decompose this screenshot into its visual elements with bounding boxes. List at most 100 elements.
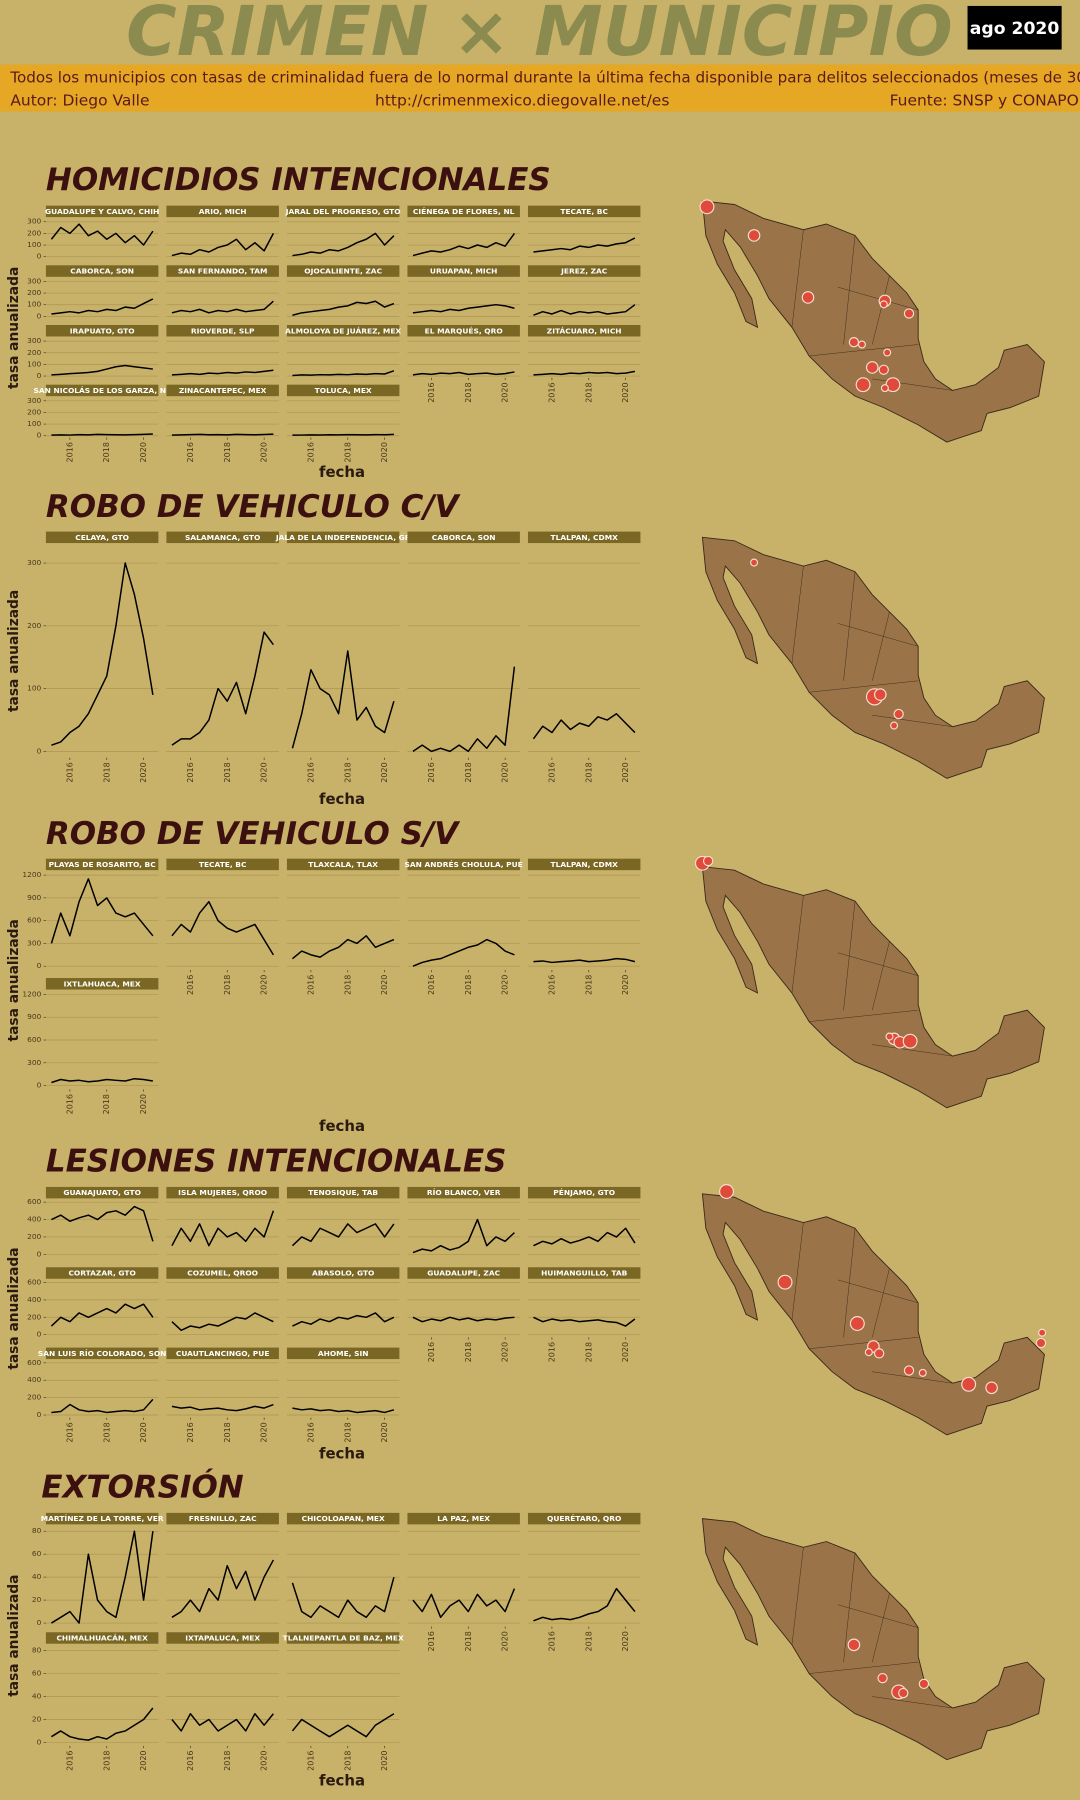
series-line <box>291 935 395 960</box>
panel-label: FRESNILLO, ZAC <box>189 1514 257 1523</box>
x-tick-label: 2016 <box>186 1750 195 1770</box>
state-border <box>872 941 890 1011</box>
panel-strip <box>527 265 641 277</box>
series-line <box>292 300 395 316</box>
x-axis-label: fecha <box>319 1117 365 1135</box>
series-line <box>412 232 516 257</box>
x-tick-label: 2020 <box>380 1422 389 1442</box>
map-dot <box>750 558 759 567</box>
x-tick-label: 2018 <box>343 1422 352 1442</box>
panel-label: ZITÁCUARO, MICH <box>547 326 622 335</box>
panel-label: CUAUTLANCINGO, PUE <box>176 1349 270 1358</box>
x-tick-label: 2018 <box>584 382 593 402</box>
panel-strip <box>166 205 279 218</box>
series-line <box>292 433 394 436</box>
y-tick-label: 0 <box>37 1249 42 1258</box>
x-tick-label: 2016 <box>427 975 436 995</box>
x-tick-label: 2020 <box>260 975 269 995</box>
panel-strip <box>527 1267 641 1279</box>
y-tick-label: 600 <box>27 1358 41 1367</box>
map-outline <box>701 200 1045 443</box>
panel-strip <box>286 324 400 337</box>
x-tick-label: 2018 <box>584 1342 593 1362</box>
y-tick-label: 20 <box>32 1714 42 1723</box>
series-line <box>171 1210 275 1247</box>
panel-label: ISLA MUJERES, QROO <box>178 1188 267 1197</box>
panel-label: RIOVERDE, SLP <box>191 326 255 335</box>
map <box>694 855 1045 1109</box>
panel-label: HUIMANGUILLO, TAB <box>541 1269 628 1278</box>
panel-strip <box>286 531 400 544</box>
x-tick-label: 2016 <box>186 975 195 995</box>
x-tick-label: 2016 <box>65 442 74 462</box>
y-tick-label: 200 <box>27 621 41 630</box>
x-tick-label: 2016 <box>65 1750 74 1770</box>
author: Autor: Diego Valle <box>10 92 149 110</box>
series-line <box>171 1312 274 1332</box>
map-dot <box>849 1316 865 1331</box>
series-line <box>50 223 154 246</box>
x-tick-label: 2018 <box>223 442 232 462</box>
y-tick-label: 200 <box>27 288 41 297</box>
panel-strip <box>527 531 641 544</box>
y-tick-label: 0 <box>37 431 42 440</box>
panel-strip <box>166 384 279 397</box>
panel-label: CIÉNEGA DE FLORES, NL <box>413 207 515 216</box>
y-tick-label: 60 <box>32 1549 42 1558</box>
series-line <box>533 304 636 316</box>
series-line <box>533 957 636 964</box>
map-outline <box>701 1518 1045 1761</box>
map-dot <box>879 300 888 309</box>
panel-label: MARTÍNEZ DE LA TORRE, VER <box>41 1514 164 1523</box>
y-tick-label: 100 <box>27 359 41 368</box>
y-tick-label: 80 <box>32 1526 42 1535</box>
x-tick-label: 2020 <box>621 1342 630 1362</box>
panel-strip <box>407 858 520 871</box>
state-border <box>837 623 919 647</box>
x-tick-label: 2020 <box>501 762 510 782</box>
panel-strip <box>407 1186 520 1199</box>
section-title: EXTORSIÓN <box>41 1468 243 1505</box>
panel-strip <box>286 858 400 871</box>
panel-strip <box>45 531 159 544</box>
panel-label: OJOCALIENTE, ZAC <box>304 267 382 276</box>
state-border <box>809 1661 919 1674</box>
series-line <box>532 712 636 740</box>
state-border <box>872 1268 890 1338</box>
y-tick-label: 400 <box>27 1375 41 1384</box>
section: EXTORSIÓN MARTÍNEZ DE LA TORRE, VER 0 20 40 6… <box>6 1468 1045 1789</box>
y-tick-label: 400 <box>27 1295 41 1304</box>
series-line <box>171 233 275 257</box>
series-line <box>292 1312 395 1327</box>
panel-label: CORTAZAR, GTO <box>68 1269 135 1278</box>
x-tick-label: 2016 <box>427 1631 436 1651</box>
state-border <box>791 1222 804 1321</box>
series-line <box>292 1407 395 1414</box>
map-dot <box>719 1184 734 1199</box>
panel-label: TLALNEPANTLA DE BAZ, MEX <box>283 1634 404 1643</box>
series-line <box>171 1403 274 1412</box>
series-line <box>412 303 515 314</box>
panel-label: TLAXCALA, TLAX <box>308 860 378 869</box>
x-tick-label: 2016 <box>65 1094 74 1114</box>
x-tick-label: 2020 <box>260 442 269 462</box>
section: HOMICIDIOS INTENCIONALES GUADALUPE Y CALV… <box>6 162 1045 481</box>
y-axis-label: tasa anualizada <box>6 267 22 389</box>
y-axis-label: tasa anualizada <box>6 590 22 712</box>
y-tick-label: 20 <box>32 1595 42 1604</box>
date-label: ago 2020 <box>970 19 1060 39</box>
y-tick-label: 200 <box>27 1393 41 1402</box>
x-tick-label: 2018 <box>102 1750 111 1770</box>
x-axis-label: fecha <box>319 463 365 481</box>
state-border <box>872 1044 953 1057</box>
map-dot <box>903 308 915 319</box>
panel-strip <box>45 978 159 990</box>
panel-strip <box>166 1512 279 1525</box>
panel-strip <box>166 1267 279 1279</box>
x-tick-label: 2020 <box>501 975 510 995</box>
panel-strip <box>407 1512 520 1525</box>
map-dot <box>847 1638 861 1652</box>
y-tick-label: 300 <box>27 336 41 345</box>
map-dot <box>857 340 866 349</box>
x-tick-label: 2020 <box>621 762 630 782</box>
